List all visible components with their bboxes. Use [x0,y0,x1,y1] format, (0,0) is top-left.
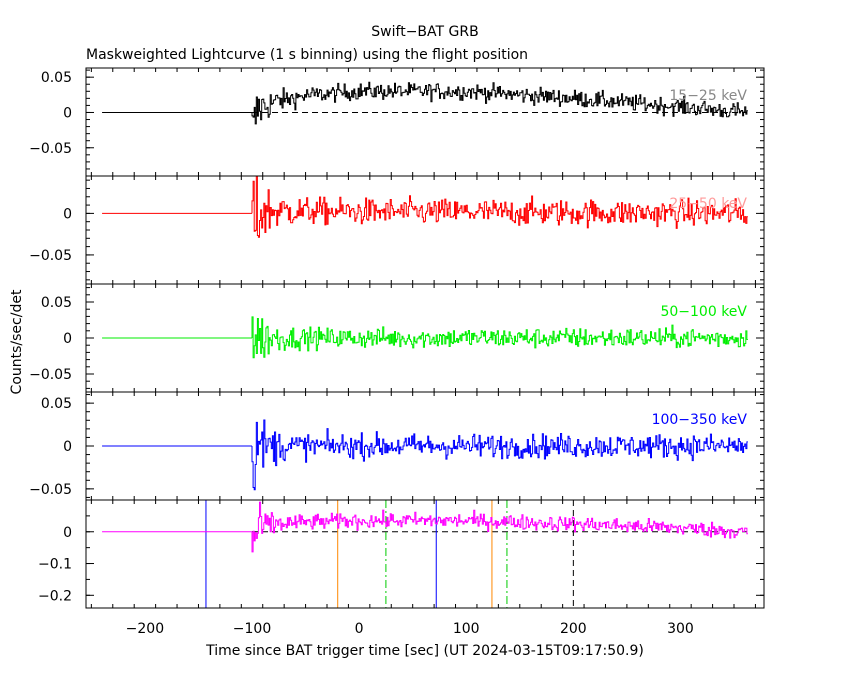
band-label: 50−100 keV [660,304,747,320]
lightcurve-series [251,419,748,491]
chart-subtitle: Maskweighted Lightcurve (1 s binning) us… [86,47,528,63]
panel-4: 100−350 keV 0.05 0 −0.05 [29,391,765,501]
panel-2: 25−50 keV 0 −0.05 [29,175,765,285]
y-tick-label: −0.05 [29,248,72,264]
panel-1: 15−25 keV 0.05 0 −0.05 [29,67,765,177]
y-tick-label: 0 [63,105,72,121]
y-axis-label: Counts/sec/det [9,289,25,394]
band-label: 25−50 keV [669,196,747,212]
y-tick-label: 0 [63,206,72,222]
x-tick-label: −100 [233,621,271,637]
panel-frame [85,499,765,609]
lightcurve-series [251,316,748,359]
lightcurve-series [251,501,748,553]
x-tick-label: 300 [667,621,694,637]
x-tick-label: −200 [126,621,164,637]
y-tick-label: 0.05 [41,295,72,311]
x-tick-label: 100 [453,621,480,637]
y-tick-label: −0.05 [29,367,72,383]
lightcurve-series [251,175,748,238]
panel-5: 0 −0.1 −0.2 [38,499,765,609]
chart-title: Swift−BAT GRB [371,24,478,40]
x-tick-label: 200 [560,621,587,637]
y-tick-label: 0.05 [41,396,72,412]
y-tick-label: −0.1 [38,557,72,573]
band-label: 15−25 keV [669,88,747,104]
band-label: 100−350 keV [652,412,748,428]
panel-frame [85,67,765,177]
x-tick-label: 0 [355,621,364,637]
x-axis-ticks: −200 −100 0 100 200 300 [126,621,694,637]
panel-frame [85,175,765,285]
y-tick-label: 0 [63,439,72,455]
lightcurve-series [251,81,748,125]
x-axis-label: Time since BAT trigger time [sec] (UT 20… [205,643,644,659]
y-tick-label: −0.05 [29,482,72,498]
panel-3: 50−100 keV 0.05 0 −0.05 [29,283,765,393]
y-tick-label: 0.05 [41,70,72,86]
y-tick-label: 0 [63,525,72,541]
y-tick-label: −0.2 [38,588,72,604]
y-tick-label: −0.05 [29,141,72,157]
y-tick-label: 0 [63,331,72,347]
